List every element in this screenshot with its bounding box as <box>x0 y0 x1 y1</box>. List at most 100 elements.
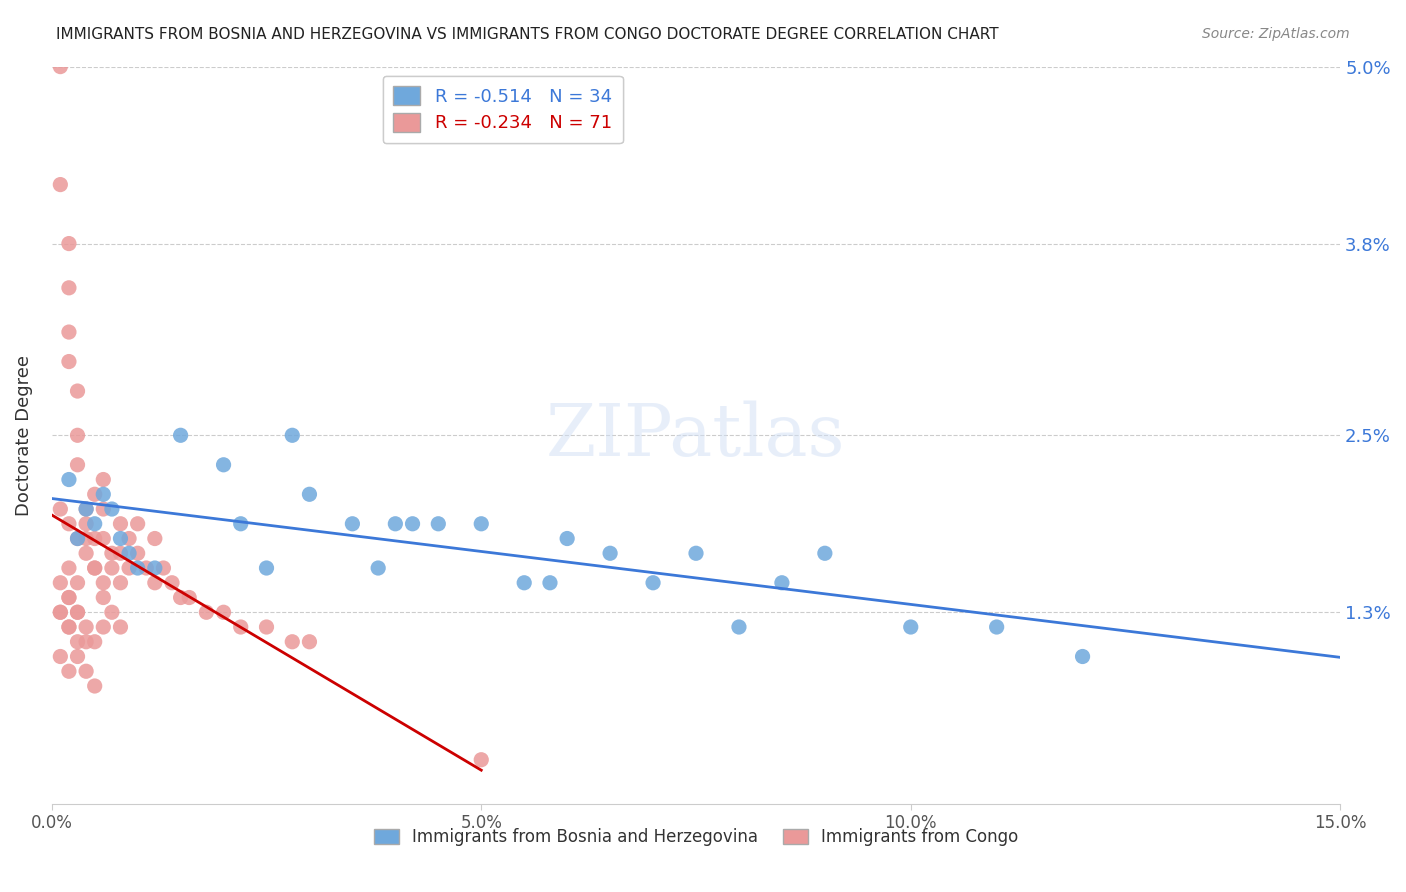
Y-axis label: Doctorate Degree: Doctorate Degree <box>15 355 32 516</box>
Point <box>66 384 89 398</box>
Point <box>75 634 97 648</box>
Point <box>101 502 124 516</box>
Point <box>427 516 450 531</box>
Point <box>58 473 80 487</box>
Point <box>58 516 80 531</box>
Point <box>58 591 80 605</box>
Point <box>58 591 80 605</box>
Point <box>58 281 80 295</box>
Point <box>91 487 114 501</box>
Point <box>49 575 72 590</box>
Point <box>169 591 191 605</box>
Point <box>470 753 492 767</box>
Point <box>66 428 89 442</box>
Point <box>229 620 252 634</box>
Point <box>75 665 97 679</box>
Point <box>685 546 707 560</box>
Point <box>58 620 80 634</box>
Point <box>83 679 105 693</box>
Point <box>91 502 114 516</box>
Point <box>91 591 114 605</box>
Point <box>212 458 235 472</box>
Point <box>229 516 252 531</box>
Point <box>75 532 97 546</box>
Point <box>110 516 132 531</box>
Point <box>118 546 141 560</box>
Point <box>728 620 751 634</box>
Point <box>900 620 922 634</box>
Point <box>342 516 364 531</box>
Point <box>367 561 389 575</box>
Point <box>83 516 105 531</box>
Point <box>1071 649 1094 664</box>
Point <box>83 561 105 575</box>
Point <box>513 575 536 590</box>
Text: Source: ZipAtlas.com: Source: ZipAtlas.com <box>1202 27 1350 41</box>
Point <box>401 516 423 531</box>
Point <box>91 532 114 546</box>
Text: IMMIGRANTS FROM BOSNIA AND HERZEGOVINA VS IMMIGRANTS FROM CONGO DOCTORATE DEGREE: IMMIGRANTS FROM BOSNIA AND HERZEGOVINA V… <box>56 27 998 42</box>
Point <box>152 561 174 575</box>
Point <box>101 546 124 560</box>
Point <box>49 60 72 74</box>
Point <box>75 502 97 516</box>
Point <box>127 546 149 560</box>
Point <box>118 561 141 575</box>
Point <box>599 546 621 560</box>
Point <box>555 532 578 546</box>
Point <box>101 561 124 575</box>
Point <box>179 591 201 605</box>
Point <box>160 575 183 590</box>
Point <box>49 605 72 619</box>
Point <box>83 634 105 648</box>
Point <box>66 575 89 590</box>
Point <box>143 532 166 546</box>
Point <box>814 546 837 560</box>
Point <box>83 561 105 575</box>
Point <box>110 620 132 634</box>
Point <box>143 575 166 590</box>
Point <box>58 354 80 368</box>
Point <box>58 665 80 679</box>
Point <box>110 575 132 590</box>
Point <box>281 428 304 442</box>
Point <box>470 516 492 531</box>
Point <box>538 575 561 590</box>
Point <box>49 502 72 516</box>
Point <box>66 605 89 619</box>
Point <box>256 620 278 634</box>
Point <box>66 649 89 664</box>
Text: ZIPatlas: ZIPatlas <box>546 400 846 471</box>
Point <box>49 605 72 619</box>
Point <box>58 620 80 634</box>
Point <box>195 605 218 619</box>
Point <box>66 532 89 546</box>
Point <box>641 575 664 590</box>
Point <box>91 620 114 634</box>
Point <box>75 502 97 516</box>
Legend: R = -0.514   N = 34, R = -0.234   N = 71: R = -0.514 N = 34, R = -0.234 N = 71 <box>382 76 623 144</box>
Point <box>212 605 235 619</box>
Point <box>75 546 97 560</box>
Point <box>298 634 321 648</box>
Point <box>986 620 1008 634</box>
Point <box>91 575 114 590</box>
Point <box>298 487 321 501</box>
Point <box>66 605 89 619</box>
Point <box>58 561 80 575</box>
Point <box>127 561 149 575</box>
Point <box>49 649 72 664</box>
Point <box>281 634 304 648</box>
Point <box>58 325 80 339</box>
Point <box>127 516 149 531</box>
Point <box>91 473 114 487</box>
Point <box>75 620 97 634</box>
Point <box>770 575 793 590</box>
Point <box>49 178 72 192</box>
Point <box>75 516 97 531</box>
Point <box>66 458 89 472</box>
Point <box>384 516 406 531</box>
Point <box>256 561 278 575</box>
Point <box>101 605 124 619</box>
Point <box>83 487 105 501</box>
